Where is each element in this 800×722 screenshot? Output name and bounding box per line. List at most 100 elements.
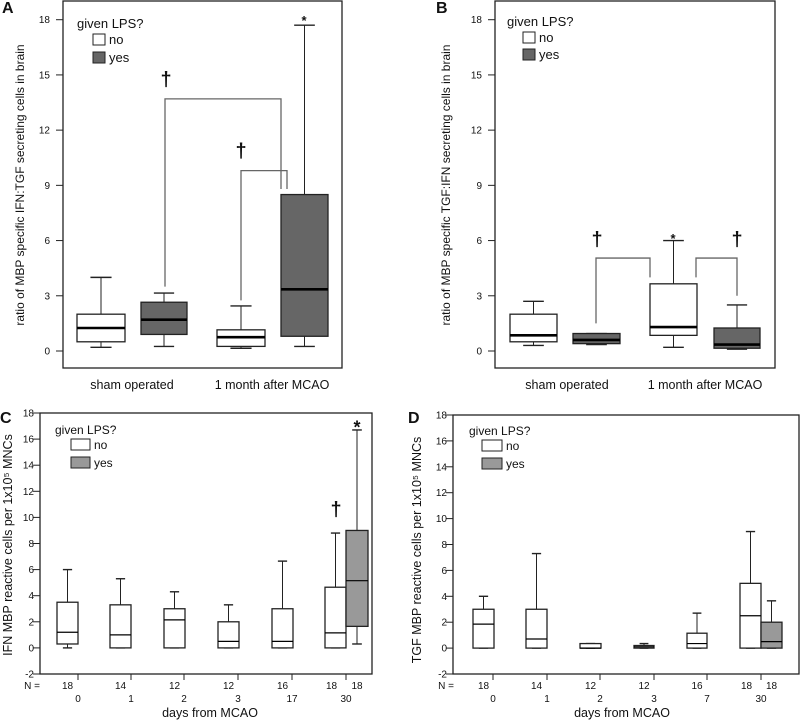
day-label: 0 — [75, 694, 81, 705]
y-tick-label: 12 — [436, 488, 448, 499]
legend-label-yes: yes — [109, 50, 130, 65]
n-value: 12 — [638, 681, 650, 692]
n-value: 14 — [115, 681, 127, 692]
n-value: 18 — [741, 681, 753, 692]
box-iqr — [525, 608, 548, 649]
n-value: 16 — [691, 681, 703, 692]
day-label: 7 — [704, 694, 710, 705]
y-axis-label: ratio of MBP specific TGF:IFN secreting … — [439, 45, 453, 326]
significance-bracket — [240, 169, 288, 301]
dagger-marker: † — [731, 229, 742, 251]
y-tick-label: 10 — [23, 513, 35, 524]
y-tick-label: 6 — [28, 565, 34, 576]
y-tick-label: 15 — [39, 70, 51, 81]
significance-bracket — [595, 257, 651, 324]
n-value: 12 — [585, 681, 597, 692]
plot-frame — [494, 0, 776, 369]
x-axis-label: days from MCAO — [574, 706, 670, 720]
dagger-marker: † — [235, 141, 246, 163]
dagger-marker: † — [591, 229, 602, 251]
box-day-1-no — [109, 578, 132, 649]
box-iqr — [109, 604, 132, 649]
dagger-marker: † — [160, 69, 171, 91]
box-day-2-no — [579, 642, 602, 649]
box-iqr — [280, 193, 329, 337]
n-value: 18 — [326, 681, 338, 692]
legend-swatch-yes — [70, 456, 91, 469]
legend-label-no: no — [506, 439, 520, 453]
box-iqr — [760, 621, 783, 649]
legend-label-no: no — [109, 32, 123, 47]
box-iqr — [579, 642, 602, 649]
y-tick-label: 18 — [23, 409, 35, 420]
y-axis-label: ratio of MBP specific IFN:TGF secreting … — [13, 44, 27, 325]
asterisk-marker: * — [670, 231, 676, 246]
box-day-17-no — [271, 560, 294, 649]
y-tick-label: 3 — [44, 291, 50, 302]
category-label: 1 month after MCAO — [648, 378, 763, 392]
box-iqr — [217, 621, 240, 649]
panel-letter: C — [0, 410, 12, 427]
box-day-3-no — [633, 642, 655, 649]
y-tick-label: 12 — [471, 126, 483, 137]
legend-title: given LPS? — [55, 423, 117, 437]
box-day-30-yes — [760, 600, 783, 649]
box-day-30-yes — [345, 429, 369, 645]
significance-bracket — [164, 98, 282, 287]
y-axis-label: IFN MBP reactive cells per 1x10⁵ MNCs — [1, 434, 15, 656]
plot-frame — [39, 412, 373, 675]
box-day-2-no — [163, 591, 186, 649]
box-sham-operated-no — [509, 300, 558, 347]
plot-frame — [62, 0, 343, 369]
legend-swatch-yes — [92, 51, 106, 64]
box-iqr — [56, 601, 79, 645]
y-tick-label: 2 — [28, 617, 34, 628]
day-label: 1 — [544, 694, 550, 705]
day-label: 17 — [286, 694, 298, 705]
day-label: 1 — [128, 694, 134, 705]
box-iqr — [140, 301, 188, 336]
y-tick-label: 6 — [44, 236, 50, 247]
panel-a: A 0 3 6 9 12 15 18 ratio of MBP specific IFN:TGF… — [2, 0, 343, 392]
legend-swatch-yes — [481, 457, 503, 470]
y-tick-label: 0 — [28, 643, 34, 654]
box-1-month-after-MCAO-yes — [280, 24, 329, 348]
category-label: 1 month after MCAO — [215, 378, 330, 392]
y-tick-label: 6 — [476, 236, 482, 247]
box-day-30-no — [739, 530, 762, 649]
y-tick-label: 15 — [471, 70, 483, 81]
y-tick-label: 0 — [476, 347, 482, 358]
legend-label-yes: yes — [539, 47, 560, 62]
category-label: sham operated — [90, 378, 173, 392]
day-label: 30 — [340, 694, 352, 705]
box-1-month-after-MCAO-no — [649, 239, 698, 349]
legend-swatch-no — [70, 438, 91, 451]
y-tick-label: 9 — [476, 181, 482, 192]
box-day-30-no — [324, 532, 347, 649]
y-axis-label: TGF MBP reactive cells per 1x10⁵ MNCs — [410, 437, 424, 664]
y-tick-label: 16 — [23, 435, 35, 446]
y-tick-label: 14 — [436, 462, 448, 473]
n-label: N = — [24, 681, 40, 692]
box-iqr — [271, 608, 294, 649]
box-day-0-no — [56, 568, 79, 649]
asterisk-marker: * — [353, 417, 360, 437]
day-label: 2 — [181, 694, 187, 705]
box-1-month-after-MCAO-no — [216, 305, 266, 349]
panel-letter: B — [436, 0, 448, 17]
day-label: 30 — [755, 694, 767, 705]
y-tick-label: 0 — [44, 347, 50, 358]
y-tick-label: 8 — [441, 540, 447, 551]
box-iqr — [345, 529, 369, 628]
box-iqr — [686, 632, 708, 649]
y-tick-label: 12 — [23, 487, 35, 498]
significance-bracket — [695, 257, 738, 296]
asterisk-marker: * — [301, 13, 307, 28]
box-iqr — [324, 586, 347, 649]
panel-letter: D — [408, 410, 420, 427]
n-value: 16 — [277, 681, 289, 692]
legend-swatch-no — [481, 439, 503, 452]
y-tick-label: -2 — [25, 670, 34, 681]
